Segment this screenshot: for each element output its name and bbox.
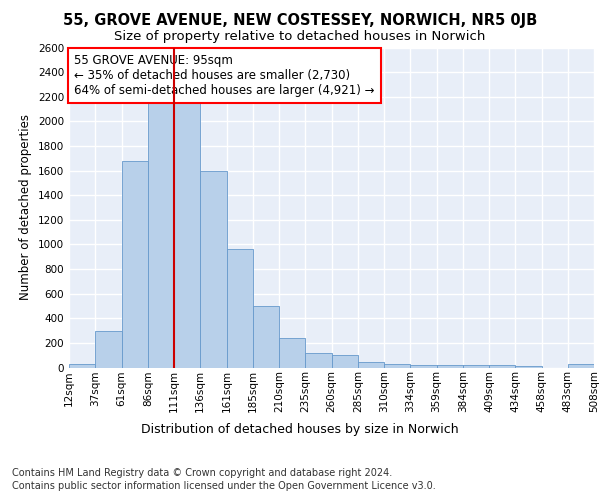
Bar — [410, 365, 437, 368]
Bar — [121, 160, 148, 368]
Bar — [148, 103, 174, 368]
Bar — [515, 366, 542, 368]
Text: 55, GROVE AVENUE, NEW COSTESSEY, NORWICH, NR5 0JB: 55, GROVE AVENUE, NEW COSTESSEY, NORWICH… — [63, 12, 537, 28]
Bar — [253, 306, 279, 368]
Text: Distribution of detached houses by size in Norwich: Distribution of detached houses by size … — [141, 422, 459, 436]
Bar — [95, 330, 121, 368]
Text: 55 GROVE AVENUE: 95sqm
← 35% of detached houses are smaller (2,730)
64% of semi-: 55 GROVE AVENUE: 95sqm ← 35% of detached… — [74, 54, 375, 97]
Bar — [279, 338, 305, 368]
Bar — [69, 364, 95, 368]
Bar — [384, 364, 410, 368]
Text: Contains public sector information licensed under the Open Government Licence v3: Contains public sector information licen… — [12, 481, 436, 491]
Y-axis label: Number of detached properties: Number of detached properties — [19, 114, 32, 300]
Bar — [227, 250, 253, 368]
Bar — [568, 364, 594, 368]
Bar — [463, 365, 489, 368]
Bar — [437, 365, 463, 368]
Bar — [489, 365, 515, 368]
Text: Size of property relative to detached houses in Norwich: Size of property relative to detached ho… — [115, 30, 485, 43]
Text: Contains HM Land Registry data © Crown copyright and database right 2024.: Contains HM Land Registry data © Crown c… — [12, 468, 392, 477]
Bar — [331, 355, 358, 368]
Bar — [174, 103, 200, 368]
Bar — [200, 170, 227, 368]
Bar — [358, 362, 384, 368]
Bar — [305, 352, 331, 368]
